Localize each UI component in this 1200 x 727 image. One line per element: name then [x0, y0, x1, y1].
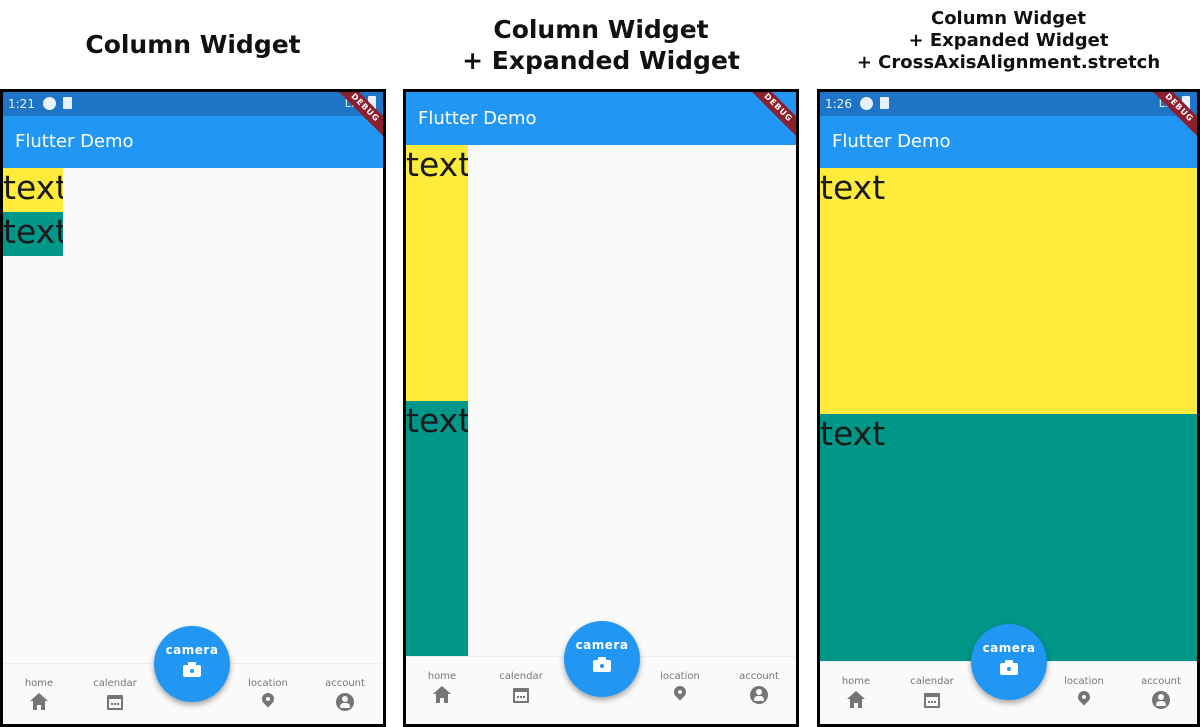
nav-item-calendar[interactable]: calendar: [897, 676, 967, 709]
battery-icon: [1182, 96, 1190, 110]
yellow-text-box: text: [406, 145, 468, 401]
nav-item-location[interactable]: location: [233, 678, 303, 711]
heading-line: + CrossAxisAlignment.stretch: [856, 52, 1161, 73]
app-title: Flutter Demo: [15, 131, 134, 152]
nav-item-account[interactable]: account: [724, 671, 794, 704]
nav-item-location[interactable]: location: [1049, 676, 1119, 709]
nav-label: calendar: [499, 671, 543, 682]
camera-icon: [183, 662, 201, 677]
home-icon: [847, 691, 865, 709]
nav-label: home: [841, 676, 871, 687]
account-icon: [1152, 691, 1170, 709]
nav-label: calendar: [93, 678, 137, 689]
account-icon: [336, 693, 354, 711]
phone-column: 1:21 LTE Flutter Demo DEBUG text text ho…: [0, 89, 386, 727]
nav-item-account[interactable]: account: [1126, 676, 1196, 709]
yellow-text-box: text: [820, 168, 1197, 414]
app-bar: Flutter Demo: [3, 116, 383, 168]
location-icon: [259, 690, 277, 711]
nav-label: home: [24, 678, 54, 689]
teal-text-box: text: [820, 414, 1197, 664]
sim-card-icon: [880, 97, 889, 109]
account-icon: [750, 686, 768, 704]
app-title: Flutter Demo: [832, 131, 951, 152]
nav-label: home: [427, 671, 457, 682]
yellow-text-box: text: [3, 168, 63, 212]
location-icon: [671, 683, 689, 704]
battery-icon: [368, 96, 376, 110]
phone-column-expanded: Flutter Demo DEBUG text text home calend…: [403, 89, 799, 727]
nav-label: account: [325, 678, 365, 689]
nav-label: location: [1064, 676, 1104, 687]
nav-item-calendar[interactable]: calendar: [80, 678, 150, 711]
calendar-icon: [512, 686, 530, 704]
home-icon: [30, 693, 48, 711]
fab-label: camera: [982, 641, 1036, 655]
nav-item-home[interactable]: home: [821, 676, 891, 709]
box-text: text: [406, 401, 468, 440]
home-icon: [433, 686, 451, 704]
app-bar: Flutter Demo: [820, 116, 1197, 168]
heading-line: + Expanded Widget: [462, 46, 740, 75]
calendar-icon: [923, 691, 941, 709]
status-bar: 1:26 LTE: [820, 92, 1197, 116]
heading-column-expanded-stretch: Column Widget + Expanded Widget + CrossA…: [817, 8, 1200, 74]
box-text: text: [3, 212, 63, 251]
calendar-icon: [106, 693, 124, 711]
nav-item-account[interactable]: account: [310, 678, 380, 711]
nav-label: account: [739, 671, 779, 682]
camera-fab[interactable]: camera: [154, 626, 230, 702]
app-title: Flutter Demo: [418, 108, 537, 129]
fab-label: camera: [575, 638, 629, 652]
nav-item-home[interactable]: home: [407, 671, 477, 704]
nav-item-calendar[interactable]: calendar: [486, 671, 556, 704]
camera-fab[interactable]: camera: [971, 624, 1047, 700]
heading-column-widget: Column Widget: [0, 28, 386, 62]
heading-line: Column Widget: [930, 8, 1086, 29]
app-bar: Flutter Demo: [406, 92, 796, 145]
status-circle-icon: [860, 97, 873, 110]
fab-label: camera: [165, 643, 219, 657]
box-text: text: [406, 145, 468, 184]
nav-item-location[interactable]: location: [645, 671, 715, 704]
nav-label: account: [1141, 676, 1181, 687]
heading-line: Column Widget: [85, 30, 301, 59]
location-icon: [1075, 688, 1093, 709]
heading-line: + Expanded Widget: [908, 30, 1109, 51]
nav-label: location: [248, 678, 288, 689]
nav-label: location: [660, 671, 700, 682]
teal-text-box: text: [406, 401, 468, 659]
camera-icon: [1000, 660, 1018, 675]
box-text: text: [3, 168, 63, 207]
camera-fab[interactable]: camera: [564, 621, 640, 697]
phone-column-expanded-stretch: 1:26 LTE Flutter Demo DEBUG text text ho…: [817, 89, 1200, 727]
status-circle-icon: [43, 97, 56, 110]
box-text: text: [820, 168, 886, 207]
status-bar: 1:21 LTE: [3, 92, 383, 116]
camera-icon: [593, 657, 611, 672]
nav-label: calendar: [910, 676, 954, 687]
teal-text-box: text: [3, 212, 63, 256]
nav-item-home[interactable]: home: [4, 678, 74, 711]
box-text: text: [820, 414, 886, 453]
status-time: 1:21: [8, 97, 35, 111]
sim-card-icon: [63, 97, 72, 109]
heading-column-expanded: Column Widget + Expanded Widget: [403, 14, 799, 76]
heading-line: Column Widget: [493, 15, 709, 44]
status-time: 1:26: [825, 97, 852, 111]
